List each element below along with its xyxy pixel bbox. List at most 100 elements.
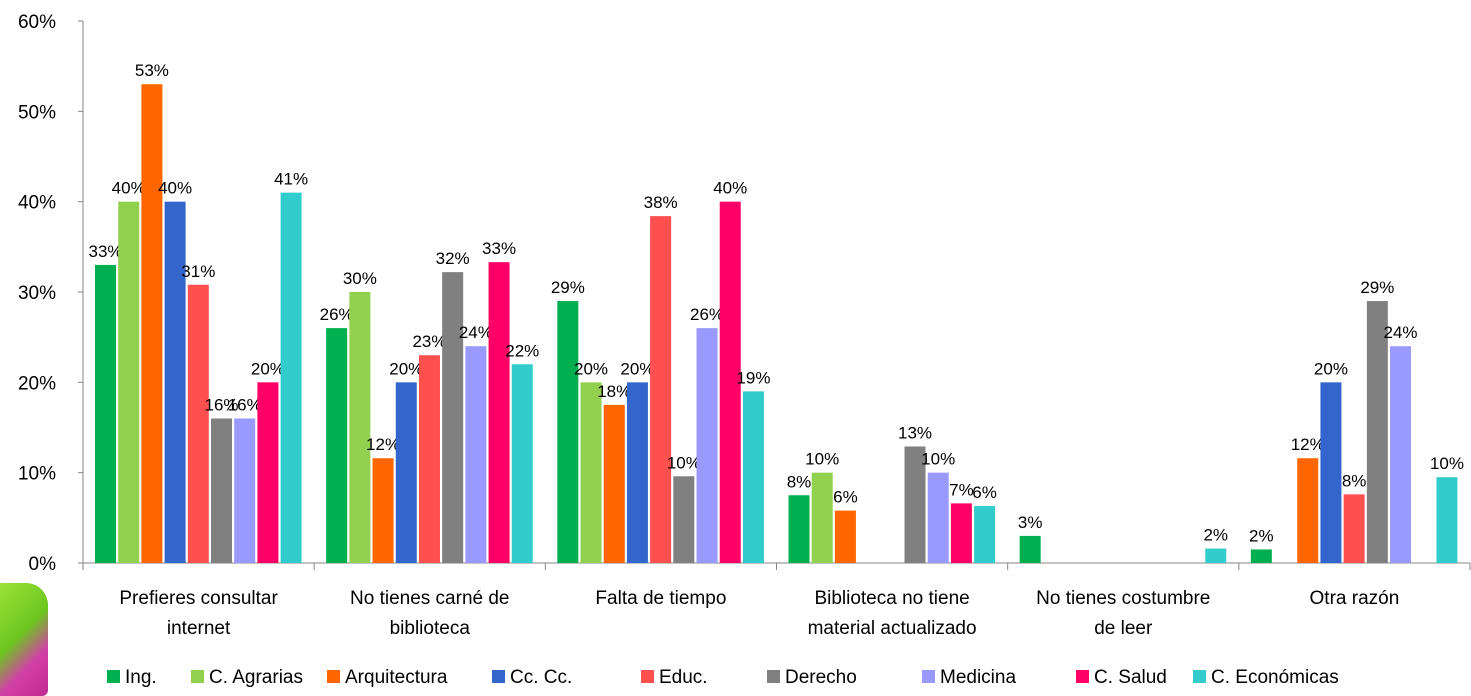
y-tick-label: 20% [18, 373, 56, 394]
bar [626, 382, 648, 563]
bar [326, 328, 348, 563]
data-label: 53% [135, 61, 169, 80]
data-label: 29% [551, 278, 585, 297]
data-label: 12% [366, 435, 400, 454]
x-category-label: Prefieres consultar [119, 588, 278, 609]
bar [141, 84, 163, 563]
data-label: 26% [690, 305, 724, 324]
bar [511, 364, 533, 563]
data-label: 3% [1018, 513, 1043, 532]
legend-swatch [191, 670, 204, 683]
data-label: 40% [713, 179, 747, 198]
bar [742, 391, 764, 563]
data-label: 31% [181, 262, 215, 281]
x-category-label: No tienes carné de [350, 588, 510, 609]
x-category-label: Biblioteca no tiene [814, 588, 969, 609]
bar [465, 346, 487, 563]
bar [1205, 548, 1227, 563]
bar [950, 503, 972, 563]
data-label: 41% [274, 170, 308, 189]
bar [650, 216, 672, 563]
data-label: 19% [736, 368, 770, 387]
bar [719, 201, 741, 563]
bar [673, 476, 695, 563]
y-tick-label: 40% [18, 193, 56, 214]
data-label: 29% [1360, 278, 1394, 297]
data-label: 10% [1430, 454, 1464, 473]
bar [418, 355, 440, 563]
legend-swatch [641, 670, 654, 683]
legend-swatch [492, 670, 505, 683]
y-tick-label: 50% [18, 102, 56, 123]
data-label: 20% [389, 359, 423, 378]
x-category-label: biblioteca [390, 618, 471, 639]
data-label: 7% [949, 480, 974, 499]
legend-label: C. Salud [1094, 667, 1167, 688]
bar [442, 272, 464, 563]
legend-label: Cc. Cc. [510, 667, 572, 688]
data-label: 10% [667, 453, 701, 472]
bar [557, 301, 579, 563]
bar [1436, 477, 1458, 563]
bar [696, 328, 718, 563]
data-label: 8% [787, 472, 812, 491]
bar [1019, 535, 1041, 563]
legend-label: Medicina [940, 667, 1016, 688]
x-category-label: internet [167, 618, 231, 639]
data-label: 24% [459, 323, 493, 342]
bar [1390, 346, 1412, 563]
legend-swatch [922, 670, 935, 683]
data-label: 33% [88, 242, 122, 261]
data-label: 2% [1249, 526, 1274, 545]
bar [603, 404, 625, 563]
bar [1366, 301, 1388, 563]
bar [211, 418, 232, 563]
data-label: 38% [644, 193, 678, 212]
bar [395, 382, 417, 563]
data-label: 16% [204, 395, 238, 414]
x-category-label: de leer [1094, 618, 1153, 639]
data-label: 32% [436, 249, 470, 268]
legend-label: Educ. [659, 667, 708, 688]
x-category-label: Otra razón [1310, 588, 1400, 609]
bar [811, 472, 833, 563]
y-tick-label: 10% [18, 464, 56, 485]
bar [1250, 549, 1272, 563]
data-label: 12% [1291, 435, 1325, 454]
bar [488, 262, 510, 563]
y-tick-label: 60% [18, 12, 56, 33]
data-label: 6% [972, 483, 997, 502]
bar [372, 458, 394, 563]
data-label: 23% [412, 332, 446, 351]
legend-label: Ing. [125, 667, 157, 688]
legend-swatch [1076, 670, 1089, 683]
bar [788, 495, 810, 563]
bar [1297, 458, 1319, 563]
bar [580, 382, 602, 563]
data-label: 33% [482, 239, 516, 258]
bar [187, 284, 209, 563]
bar [1320, 382, 1342, 563]
bar [118, 201, 140, 563]
y-tick-label: 0% [29, 554, 57, 575]
legend-swatch [327, 670, 340, 683]
data-label: 20% [251, 359, 285, 378]
bar [1343, 494, 1365, 563]
x-category-label: No tienes costumbre [1036, 588, 1210, 609]
x-category-label: material actualizado [808, 618, 977, 639]
bar [927, 472, 949, 563]
data-label: 20% [574, 359, 608, 378]
legend-label: Derecho [785, 667, 857, 688]
y-tick-label: 30% [18, 283, 56, 304]
data-label: 40% [112, 179, 146, 198]
legend-swatch [767, 670, 780, 683]
data-label: 22% [505, 341, 539, 360]
bar [257, 382, 279, 563]
data-label: 26% [320, 305, 354, 324]
data-label: 2% [1203, 526, 1228, 545]
bar [95, 264, 116, 563]
bar [834, 510, 856, 563]
data-label: 30% [343, 269, 377, 288]
data-label: 10% [921, 450, 955, 469]
